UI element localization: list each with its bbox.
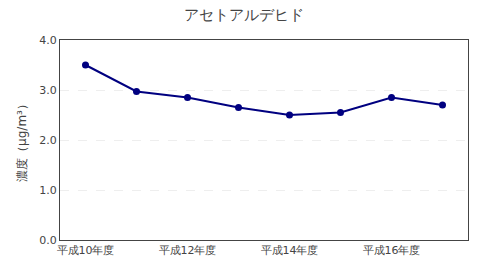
svg-text:2.0: 2.0 [39,134,57,147]
svg-text:平成12年度: 平成12年度 [159,244,217,257]
svg-text:平成14年度: 平成14年度 [261,244,319,257]
svg-text:アセトアルデヒド: アセトアルデヒド [184,6,304,24]
svg-text:4.0: 4.0 [39,34,57,47]
svg-text:平成16年度: 平成16年度 [363,244,421,257]
svg-text:平成10年度: 平成10年度 [57,244,115,257]
svg-text:3.0: 3.0 [39,84,57,97]
svg-text:0.0: 0.0 [39,234,57,247]
svg-text:1.0: 1.0 [39,184,57,197]
svg-text:濃度（μg/m³）: 濃度（μg/m³） [15,98,29,182]
